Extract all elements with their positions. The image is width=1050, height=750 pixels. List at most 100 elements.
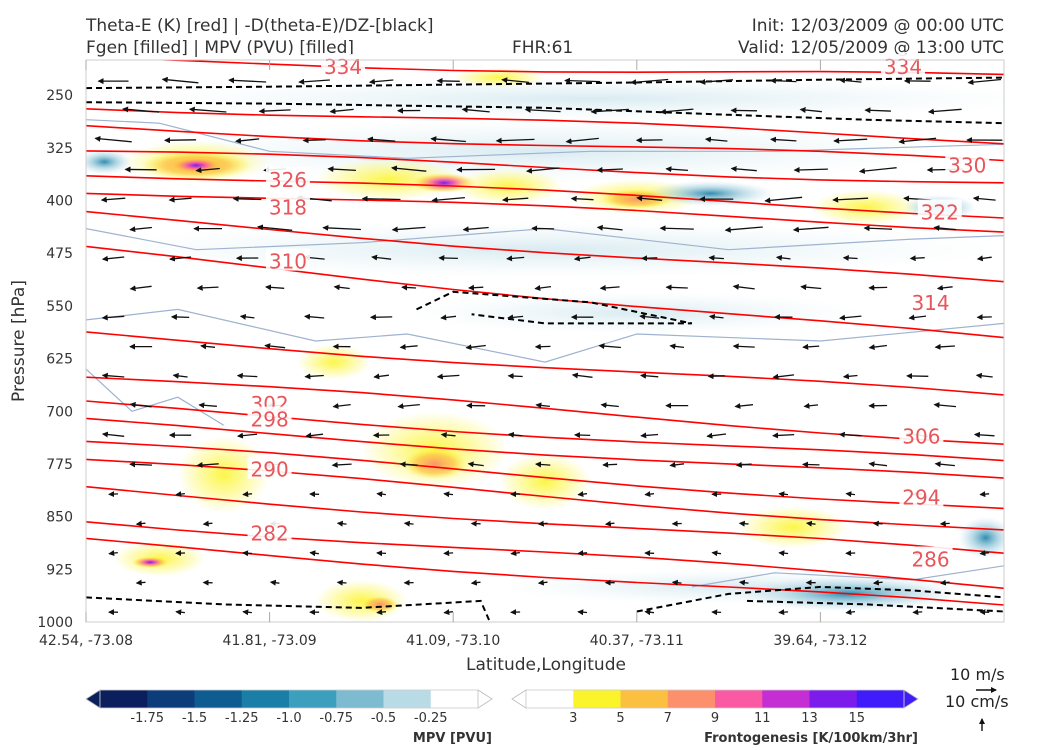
wind-vector-arrow (376, 609, 387, 616)
wind-vector-arrow (845, 609, 856, 616)
fgen-colorbar-tick-label: 5 (616, 711, 624, 726)
mpv-colorbar-tick-label: -0.5 (371, 711, 396, 726)
wind-vector-arrow (258, 108, 291, 115)
wind-vector-arrow (188, 106, 227, 113)
mpv-outline-contour (691, 565, 1004, 588)
wind-vector-arrow (309, 550, 319, 557)
mpv-colorbar-swatch (430, 690, 479, 708)
wind-vector-arrow (436, 77, 460, 84)
wind-vector-arrow (237, 432, 258, 439)
mpv-colorbar-tick-label: -1.5 (182, 711, 207, 726)
wind-vector-arrow (975, 372, 993, 379)
theta-e-isentrope (86, 108, 1004, 145)
wind-vector-arrow (534, 284, 552, 291)
dthetae-dz-contour (86, 596, 491, 622)
wind-vector-arrow (699, 78, 734, 85)
y-tick-label: 325 (46, 141, 73, 157)
wind-vector-arrow (195, 167, 220, 174)
wind-vector-arrow (196, 284, 219, 291)
wind-vector-arrow (368, 78, 394, 85)
wind-vector-arrow (129, 285, 152, 292)
field-shading (645, 180, 775, 207)
wind-vector-arrow (732, 343, 755, 350)
x-tick-label: 41.81, -73.09 (223, 633, 317, 649)
y-tick-label: 1000 (37, 615, 73, 631)
wind-vector-arrow (770, 136, 797, 143)
x-axis-ticks: 42.54, -73.08 41.81, -73.09 41.09, -73.10 4… (39, 60, 867, 649)
mpv-outline-contour (86, 119, 1004, 159)
wind-vector-arrow (927, 108, 962, 115)
wind-vector-arrow (298, 78, 330, 85)
wind-vector-arrow (644, 491, 655, 498)
wind-vector-arrow (793, 166, 828, 173)
wind-vector-arrow (438, 255, 458, 262)
dthetae-dz-contour (416, 290, 693, 325)
wind-vector-arrow (371, 254, 392, 261)
wind-vector-arrow (495, 137, 535, 144)
wind-vector-arrow (842, 254, 858, 261)
wind-vector-arrow (101, 431, 125, 438)
wind-vector-arrow (507, 314, 524, 321)
wind-vector-arrow (863, 225, 893, 232)
wind-vector-arrow (934, 343, 955, 350)
wind-vector-arrow (909, 255, 925, 262)
field-shading (499, 453, 591, 510)
wind-vector-arrow (430, 136, 466, 143)
wind-vector-arrow (939, 579, 950, 586)
mpv-colorbar-swatch (194, 690, 243, 708)
theta-e-contour-label: 298 (251, 408, 289, 432)
mpv-colorbar-extend-left (85, 689, 101, 709)
wind-vector-arrow (232, 195, 262, 202)
wind-vector-arrow (327, 166, 356, 173)
wind-vector-arrow (665, 166, 689, 173)
wind-vector-arrow (129, 226, 152, 233)
wind-vector-arrow (805, 520, 816, 527)
wind-vector-arrow (711, 550, 722, 557)
wind-vector-arrow (802, 343, 820, 350)
fgen-colorbar-tick-label: 9 (711, 711, 719, 726)
theta-e-contour-label: 334 (884, 55, 922, 79)
wind-vector-arrow (443, 550, 454, 557)
wind-vector-arrow (800, 284, 822, 291)
fgen-colorbar-swatch (573, 690, 621, 708)
field-shading (737, 506, 848, 549)
wind-vector-arrow (461, 106, 490, 113)
wind-vector-arrow (198, 402, 217, 409)
wind-vector-arrow (169, 255, 192, 262)
wind-vector-arrow (175, 609, 185, 616)
wind-vector-arrow (322, 224, 361, 231)
wind-vector-arrow (669, 461, 685, 468)
fgen-colorbar-tick-label: 15 (848, 711, 865, 726)
mpv-colorbar-swatch (100, 690, 148, 708)
wind-vector-arrow (510, 550, 520, 557)
wind-vector-arrow (669, 343, 685, 350)
contour-label-backdrop (917, 199, 962, 222)
wind-vector-arrow (175, 491, 185, 498)
wind-vector-arrow (577, 550, 588, 557)
wind-vector-arrow (799, 107, 822, 113)
wind-vector-arrow (367, 136, 396, 143)
field-shading (453, 67, 545, 88)
wind-vector-arrow (361, 195, 401, 202)
wind-vector-arrow (399, 461, 418, 468)
wind-vector-arrow (708, 254, 724, 261)
fgen-colorbar-tick-label: 7 (664, 711, 672, 726)
wind-vector-arrow (872, 579, 883, 586)
wind-vector-arrow (265, 284, 285, 291)
wind-vector-arrow (242, 550, 253, 557)
wind-vector-arrow (135, 520, 146, 527)
wind-vector-arrow (399, 343, 418, 350)
wind-vector-arrow (101, 314, 125, 321)
wind-vector-arrow (507, 431, 523, 438)
wind-vector-arrow (724, 226, 763, 233)
fgen-colorbar-swatch (856, 690, 905, 708)
theta-e-contour-label: 334 (324, 55, 362, 79)
mpv-outline-contour (86, 368, 225, 426)
mpv-colorbar-label: MPV [PVU] (413, 731, 492, 746)
wind-vector-arrow (172, 372, 188, 379)
vector-key-horizontal-label: 10 m/s (950, 665, 1005, 684)
wind-vector-arrow (577, 491, 588, 498)
contour-label-backdrop (899, 423, 944, 446)
wind-vector-arrow (775, 254, 791, 261)
